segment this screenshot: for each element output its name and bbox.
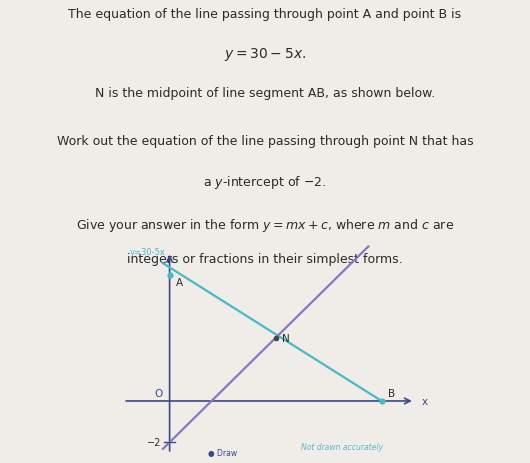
- Text: x: x: [421, 396, 428, 406]
- Text: $y = 30 - 5x.$: $y = 30 - 5x.$: [224, 46, 306, 63]
- Text: N is the midpoint of line segment AB, as shown below.: N is the midpoint of line segment AB, as…: [95, 87, 435, 100]
- Text: ● Draw: ● Draw: [208, 448, 237, 457]
- Text: N: N: [282, 333, 290, 343]
- Text: y=30-5x: y=30-5x: [130, 248, 166, 257]
- Text: A: A: [176, 277, 183, 288]
- Text: Not drawn accurately: Not drawn accurately: [301, 443, 383, 451]
- Text: a $y$-intercept of $-2$.: a $y$-intercept of $-2$.: [204, 173, 326, 190]
- Text: −2: −2: [147, 438, 162, 447]
- Text: integers or fractions in their simplest forms.: integers or fractions in their simplest …: [127, 252, 403, 265]
- Text: The equation of the line passing through point A and point B is: The equation of the line passing through…: [68, 7, 462, 21]
- Text: B: B: [388, 388, 395, 398]
- Text: Work out the equation of the line passing through point N that has: Work out the equation of the line passin…: [57, 135, 473, 148]
- Text: O: O: [155, 388, 163, 398]
- Text: Give your answer in the form $y = mx + c$, where $m$ and $c$ are: Give your answer in the form $y = mx + c…: [76, 216, 454, 233]
